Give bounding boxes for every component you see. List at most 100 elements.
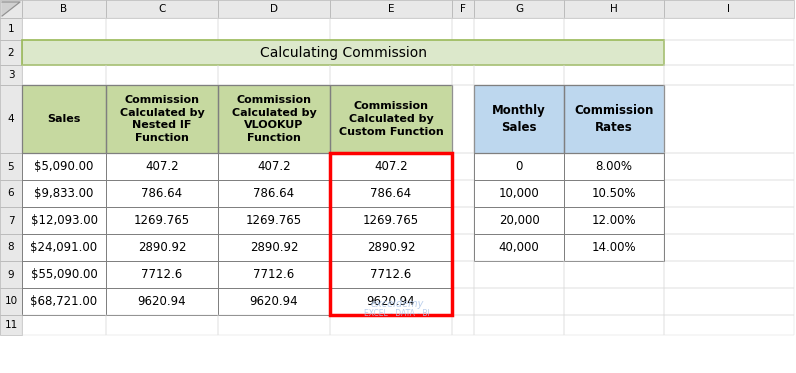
Bar [22, 180, 106, 207]
Bar [218, 153, 330, 180]
Bar [564, 207, 664, 234]
Text: Commission
Rates: Commission Rates [574, 104, 654, 134]
Bar [330, 234, 452, 261]
Bar [22, 65, 106, 85]
Text: Commission
Calculated by
Custom Function: Commission Calculated by Custom Function [338, 101, 443, 137]
Bar [452, 0, 474, 18]
Text: 2: 2 [8, 47, 14, 57]
Bar [664, 315, 794, 335]
Bar [474, 207, 564, 234]
Bar [664, 40, 794, 65]
Bar [330, 0, 452, 18]
Bar [330, 18, 452, 40]
Bar [452, 288, 474, 315]
Bar [218, 180, 330, 207]
Text: I: I [728, 4, 731, 14]
Bar [330, 207, 452, 234]
Text: $12,093.00: $12,093.00 [30, 214, 97, 227]
Bar [106, 234, 218, 261]
Bar [564, 18, 664, 40]
Bar [474, 288, 564, 315]
Bar [452, 85, 474, 153]
Bar [330, 261, 452, 288]
Bar [0, 85, 22, 153]
Text: Monthly
Sales: Monthly Sales [492, 104, 546, 134]
Bar [664, 65, 794, 85]
Text: 1269.765: 1269.765 [363, 214, 419, 227]
Bar [474, 65, 564, 85]
Bar [452, 153, 474, 180]
Bar [22, 180, 106, 207]
Bar [106, 65, 218, 85]
Bar [564, 261, 664, 288]
Text: $9,833.00: $9,833.00 [34, 187, 94, 200]
Text: 9620.94: 9620.94 [367, 295, 416, 308]
Bar [564, 0, 664, 18]
Bar [22, 288, 106, 315]
Bar [664, 288, 794, 315]
Bar [0, 40, 22, 65]
Text: E: E [388, 4, 394, 14]
Bar [452, 234, 474, 261]
Bar [452, 18, 474, 40]
Bar [106, 85, 218, 153]
Bar [474, 288, 564, 315]
Bar [0, 153, 22, 180]
Bar [474, 153, 564, 180]
Text: 9620.94: 9620.94 [138, 295, 186, 308]
Bar [330, 180, 452, 207]
Bar [0, 0, 22, 18]
Bar [0, 315, 22, 335]
Bar [474, 153, 564, 180]
Bar [22, 85, 106, 153]
Bar [452, 315, 474, 335]
Bar [106, 153, 218, 180]
Bar [452, 315, 474, 335]
Bar [664, 65, 794, 85]
Bar [452, 180, 474, 207]
Bar [0, 18, 22, 40]
Bar [22, 207, 106, 234]
Bar [474, 180, 564, 207]
Bar [330, 261, 452, 288]
Text: Commission
Calculated by
Nested IF
Function: Commission Calculated by Nested IF Funct… [119, 95, 205, 143]
Bar [664, 18, 794, 40]
Bar [564, 207, 664, 234]
Bar [22, 261, 106, 288]
Text: H: H [610, 4, 618, 14]
Bar [218, 261, 330, 288]
Bar [564, 85, 664, 153]
Text: 11: 11 [4, 320, 18, 330]
Text: 10.50%: 10.50% [591, 187, 636, 200]
Bar [474, 18, 564, 40]
Bar [564, 234, 664, 261]
Text: D: D [270, 4, 278, 14]
Text: 7712.6: 7712.6 [253, 268, 295, 281]
Bar [564, 315, 664, 335]
Bar [564, 153, 664, 180]
Bar [564, 18, 664, 40]
Bar [330, 315, 452, 335]
Bar [564, 180, 664, 207]
Bar [218, 18, 330, 40]
Text: C: C [158, 4, 166, 14]
Bar [106, 85, 218, 153]
Bar [564, 153, 664, 180]
Bar [474, 261, 564, 288]
Bar [564, 0, 664, 18]
Bar [564, 288, 664, 315]
Bar [664, 85, 794, 153]
Bar [218, 207, 330, 234]
Text: 786.64: 786.64 [253, 187, 295, 200]
Bar [106, 180, 218, 207]
Bar [22, 18, 106, 40]
Bar [564, 261, 664, 288]
Bar [0, 207, 22, 234]
Bar [106, 207, 218, 234]
Text: 7712.6: 7712.6 [142, 268, 182, 281]
Bar [106, 261, 218, 288]
Bar [564, 315, 664, 335]
Text: Commission
Calculated by
VLOOKUP
Function: Commission Calculated by VLOOKUP Functio… [232, 95, 316, 143]
Bar [474, 234, 564, 261]
Bar [0, 65, 22, 85]
